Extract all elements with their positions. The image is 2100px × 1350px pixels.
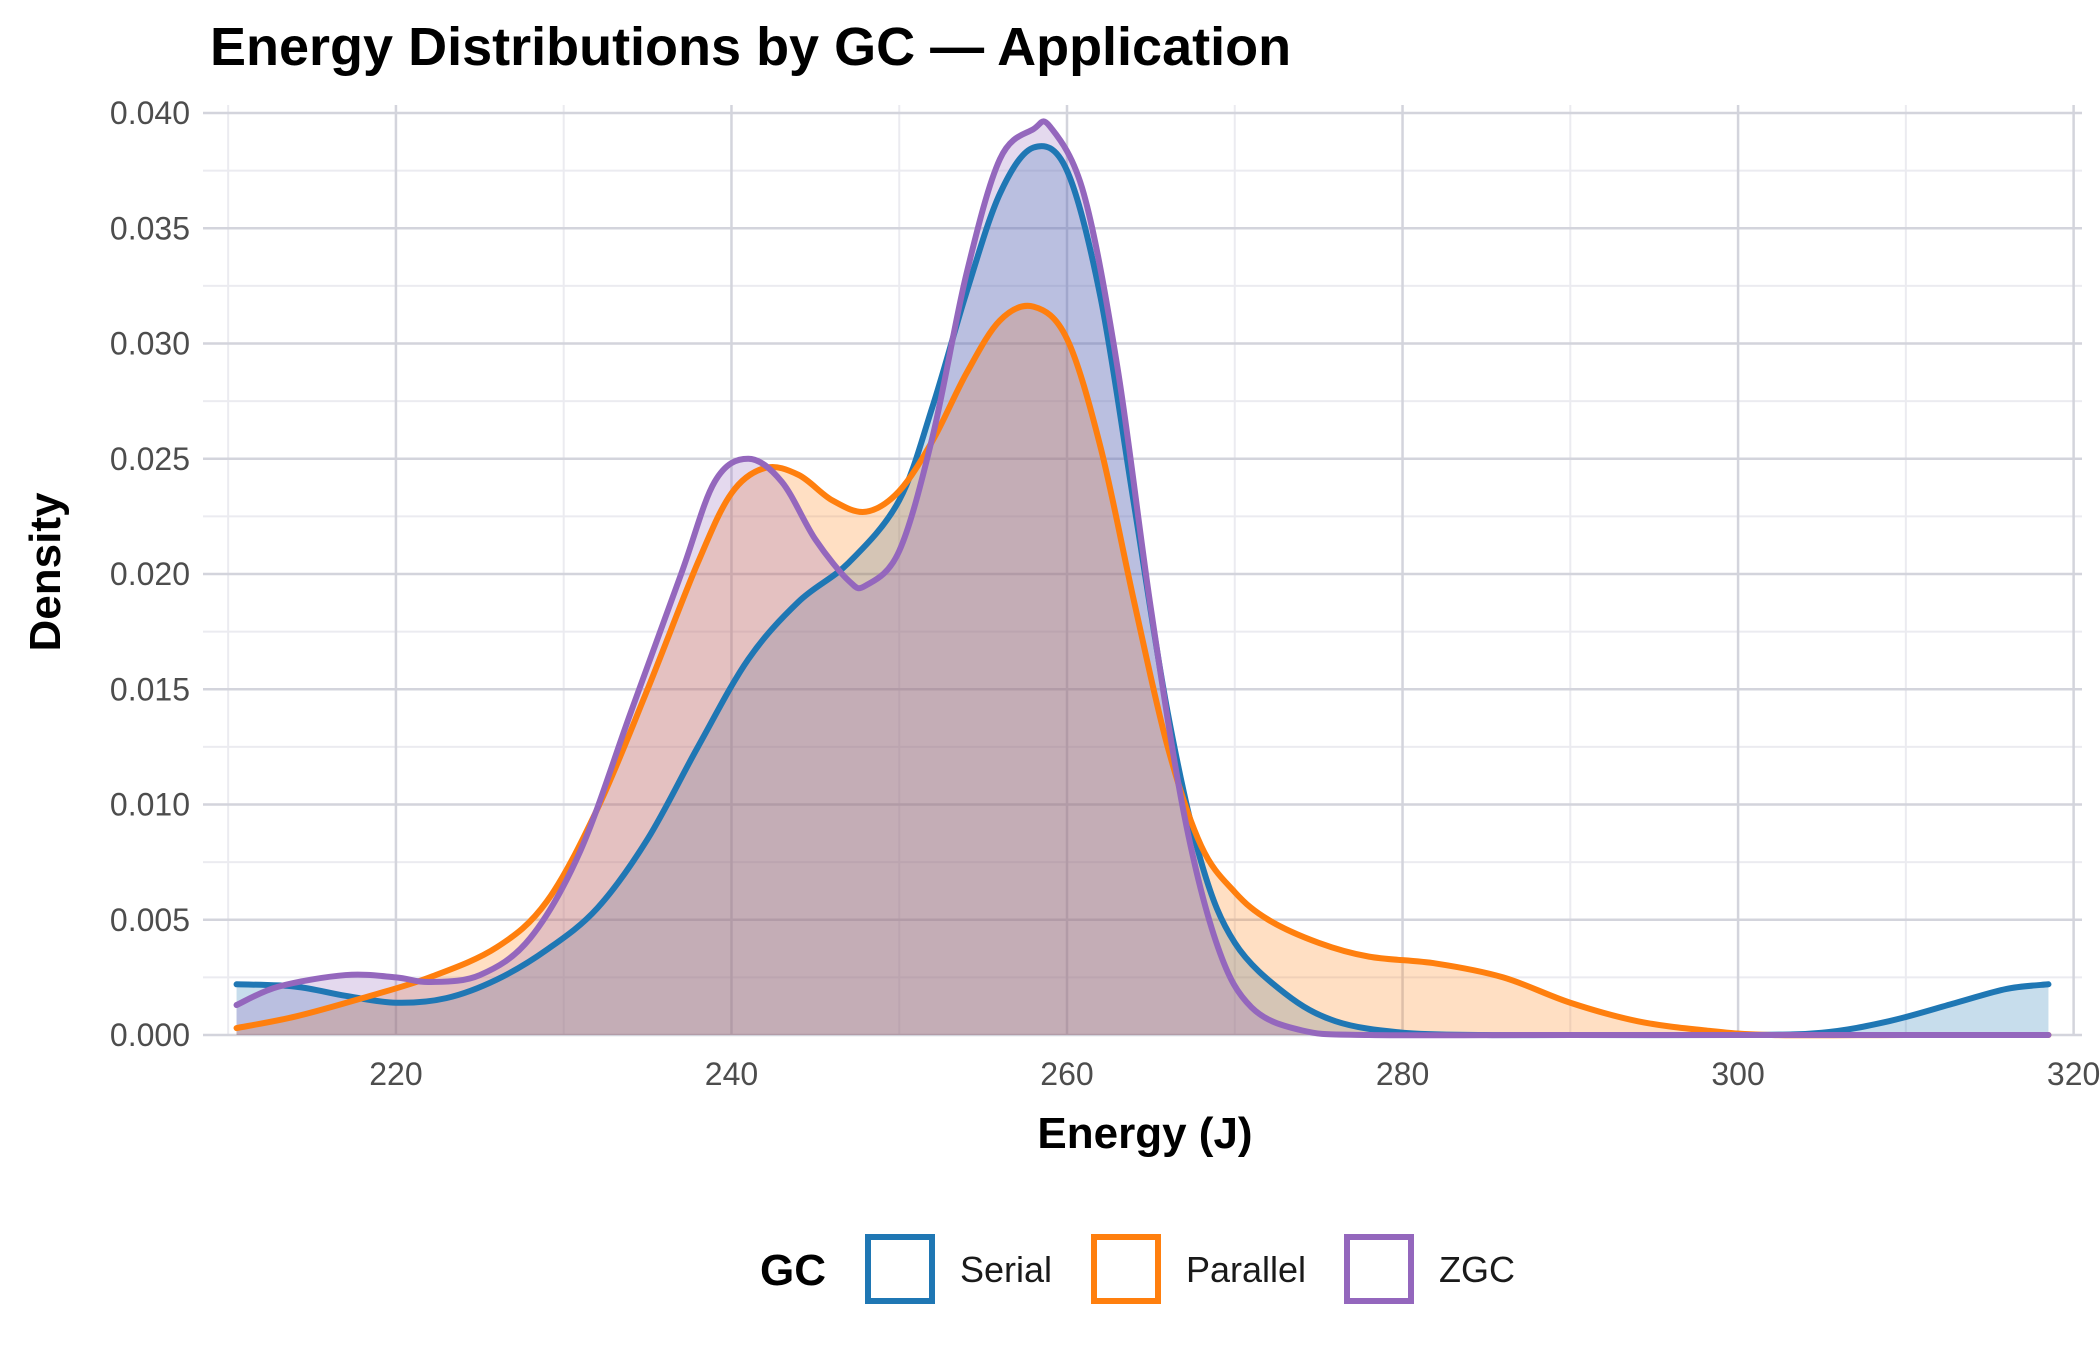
legend-label-serial: Serial <box>960 1249 1052 1290</box>
legend-title: GC <box>760 1246 826 1295</box>
y-tick-label: 0.005 <box>110 902 190 938</box>
x-tick-label: 220 <box>369 1056 422 1092</box>
density-lines <box>233 118 2052 1039</box>
x-tick-label: 320 <box>2047 1056 2100 1092</box>
y-tick-label: 0.025 <box>110 441 190 477</box>
legend-key-zgc <box>1344 1234 1414 1304</box>
legend-label-zgc: ZGC <box>1439 1249 1515 1290</box>
y-axis-title: Density <box>21 492 70 651</box>
legend-key-serial <box>865 1234 935 1304</box>
y-tick-label: 0.020 <box>110 556 190 592</box>
y-tick-label: 0.040 <box>110 95 190 131</box>
y-tick-label: 0.000 <box>110 1017 190 1053</box>
x-tick-label: 240 <box>705 1056 758 1092</box>
y-tick-label: 0.035 <box>110 210 190 246</box>
legend: GC Serial Parallel ZGC <box>760 1234 1515 1304</box>
y-tick-label: 0.010 <box>110 787 190 823</box>
x-axis-title: Energy (J) <box>1037 1109 1252 1158</box>
legend-key-parallel <box>1091 1234 1161 1304</box>
x-tick-label: 260 <box>1040 1056 1093 1092</box>
y-tick-label: 0.015 <box>110 671 190 707</box>
density-fills <box>236 121 2049 1036</box>
line-zgc <box>233 118 2052 1039</box>
legend-label-parallel: Parallel <box>1186 1249 1306 1290</box>
area-zgc <box>236 121 2049 1036</box>
x-tick-label: 280 <box>1376 1056 1429 1092</box>
grid-major <box>203 105 2082 1037</box>
area-parallel <box>236 305 2049 1036</box>
chart-title: Energy Distributions by GC — Application <box>210 17 1291 77</box>
area-serial <box>236 146 2049 1036</box>
x-tick-label: 300 <box>1711 1056 1764 1092</box>
y-tick-label: 0.030 <box>110 326 190 362</box>
y-axis-ticks: 0.000 0.005 0.010 0.015 0.020 0.025 0.030 0.035… <box>110 95 190 1053</box>
x-axis-ticks: 220 240 260 280 300 320 <box>369 1056 2100 1092</box>
